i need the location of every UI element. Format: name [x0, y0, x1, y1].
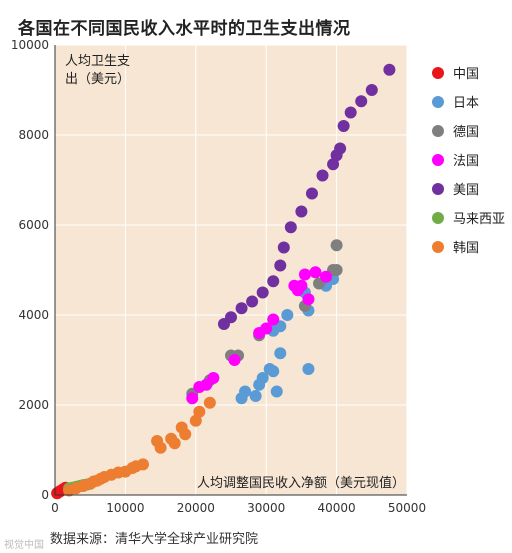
x-tick-label: 0	[51, 501, 59, 515]
data-point	[228, 354, 241, 366]
legend-label: 韩国	[453, 241, 479, 256]
legend-marker	[432, 67, 444, 79]
data-point	[334, 142, 347, 155]
x-tick-label: 30000	[247, 501, 285, 515]
legend-marker	[432, 212, 444, 224]
data-point	[189, 414, 202, 427]
y-tick-label: 8000	[18, 128, 49, 142]
y-tick-label: 2000	[18, 398, 49, 412]
y-tick-label: 10000	[11, 38, 49, 52]
data-point	[256, 286, 269, 299]
data-point	[277, 241, 290, 254]
data-point	[207, 372, 220, 384]
legend-marker	[432, 183, 444, 195]
data-point	[137, 458, 149, 471]
chart-title: 各国在不同国民收入水平时的卫生支出情况	[18, 19, 351, 39]
data-point	[330, 239, 343, 252]
data-point	[267, 365, 280, 378]
legend-marker	[432, 96, 444, 108]
data-point	[235, 302, 248, 315]
y-tick-label: 4000	[18, 308, 49, 322]
legend-marker	[432, 154, 444, 166]
data-point	[154, 441, 167, 454]
data-point	[284, 221, 297, 234]
y-axis-label-line-2: 出（美元）	[65, 72, 130, 87]
data-point	[260, 322, 273, 335]
data-point	[179, 428, 192, 441]
data-point	[225, 311, 237, 324]
data-point	[256, 372, 269, 384]
data-point	[327, 158, 340, 171]
data-point	[249, 390, 262, 402]
data-point	[298, 268, 311, 281]
y-tick-label: 0	[41, 488, 49, 502]
gridlines	[55, 44, 408, 495]
data-points	[51, 63, 396, 500]
y-tick-label: 6000	[18, 218, 49, 232]
data-point	[337, 120, 350, 132]
data-point	[270, 385, 283, 398]
data-point	[355, 95, 368, 108]
x-tick-label: 20000	[177, 501, 215, 515]
x-tick-label: 50000	[388, 501, 426, 515]
x-axis-label: 人均调整国民收入净额（美元现值）	[197, 475, 405, 491]
data-point	[203, 396, 216, 409]
data-point	[246, 295, 259, 308]
legend-label: 法国	[453, 154, 479, 169]
data-point	[274, 259, 287, 272]
x-tick-label: 40000	[318, 501, 356, 515]
axes: 0 2000 4000 6000 8000 10000 0 10000 20000 30000 40…	[11, 38, 426, 515]
data-point	[383, 63, 396, 76]
data-point	[274, 347, 287, 360]
data-point	[295, 205, 308, 218]
legend-label: 马来西亚	[453, 212, 505, 227]
data-point	[302, 363, 315, 375]
y-axis-label-line-1: 人均卫生支	[65, 54, 130, 69]
legend-label: 德国	[453, 125, 479, 140]
plot-area	[55, 45, 407, 495]
legend-marker	[432, 241, 444, 253]
data-point	[316, 169, 329, 182]
data-point	[281, 309, 294, 321]
data-point	[320, 270, 333, 283]
x-tick-label: 10000	[106, 501, 144, 515]
data-point	[305, 187, 318, 200]
legend-label: 中国	[453, 67, 479, 82]
legend-marker	[432, 125, 444, 137]
data-point	[193, 405, 206, 418]
data-point	[267, 313, 280, 326]
data-point	[309, 266, 322, 279]
data-point	[295, 279, 308, 292]
data-point	[365, 84, 378, 96]
watermark: 视觉中国	[4, 540, 44, 551]
data-point	[186, 392, 199, 405]
legend-label: 美国	[453, 183, 479, 198]
data-point	[239, 385, 252, 398]
data-point	[267, 275, 280, 288]
data-point	[168, 437, 181, 450]
source-note: 数据来源：清华大学全球产业研究院	[50, 532, 259, 547]
data-point	[344, 106, 357, 119]
legend-label: 日本	[453, 96, 479, 111]
data-point	[330, 264, 343, 276]
data-point	[302, 293, 315, 306]
